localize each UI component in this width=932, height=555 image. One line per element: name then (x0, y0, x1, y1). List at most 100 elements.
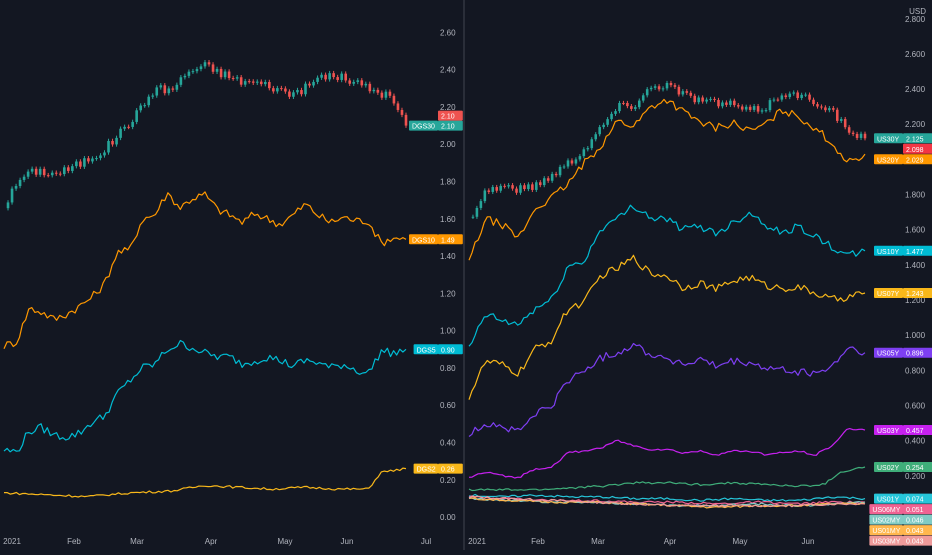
candle[interactable] (820, 104, 823, 110)
candle[interactable] (296, 87, 299, 95)
candle[interactable] (562, 164, 566, 170)
candle[interactable] (364, 81, 368, 88)
series-badge-us02y[interactable]: US02Y 0.254 (874, 461, 932, 472)
candle[interactable] (30, 166, 34, 174)
candle[interactable] (527, 182, 530, 192)
candle[interactable] (163, 83, 167, 96)
candle[interactable] (665, 80, 669, 91)
candle[interactable] (590, 137, 594, 151)
candle[interactable] (503, 183, 506, 189)
candle[interactable] (832, 106, 835, 112)
candle[interactable] (760, 108, 764, 114)
candle[interactable] (717, 97, 720, 109)
series-line-us02y[interactable] (468, 466, 866, 492)
candle[interactable] (586, 146, 590, 152)
candle[interactable] (75, 159, 78, 169)
candle[interactable] (736, 103, 740, 109)
series-line-us10y[interactable] (468, 204, 866, 347)
candle[interactable] (328, 70, 331, 82)
series-badge-dgs2[interactable]: DGS2 0.26 (413, 463, 463, 474)
candle[interactable] (300, 87, 303, 97)
candle[interactable] (519, 183, 522, 195)
candle[interactable] (251, 79, 255, 85)
candle[interactable] (475, 205, 479, 219)
candle[interactable] (22, 174, 26, 183)
candle[interactable] (550, 171, 554, 183)
candle[interactable] (657, 84, 661, 92)
candle[interactable] (26, 169, 30, 179)
candle[interactable] (523, 183, 526, 192)
candle[interactable] (693, 93, 697, 105)
candle[interactable] (356, 78, 360, 85)
candle[interactable] (268, 79, 271, 91)
candle[interactable] (352, 79, 356, 86)
candle[interactable] (558, 164, 562, 178)
candle[interactable] (598, 124, 601, 137)
candle[interactable] (360, 78, 364, 88)
candle[interactable] (843, 116, 847, 130)
candle[interactable] (748, 104, 752, 113)
candle[interactable] (199, 64, 203, 72)
series-line-dgs2[interactable] (4, 467, 407, 498)
candle[interactable] (780, 93, 784, 102)
series-badge-us05y[interactable]: US05Y 0.896 (874, 347, 932, 358)
candle[interactable] (235, 75, 239, 81)
candle[interactable] (729, 98, 732, 108)
candle[interactable] (95, 155, 98, 161)
candle[interactable] (570, 158, 574, 166)
series-badge-us03y[interactable]: US03Y 0.457 (874, 425, 932, 436)
candle[interactable] (630, 104, 633, 112)
candle[interactable] (336, 74, 339, 83)
candle[interactable] (808, 92, 811, 102)
candle[interactable] (796, 90, 799, 101)
chart-pane-left[interactable]: 2.60 2.40 2.20 2.00 1.80 1.60 1.40 1.20 1.00 0.80… (0, 0, 463, 550)
candle[interactable] (697, 95, 700, 105)
candle[interactable] (677, 84, 681, 97)
series-badge-us06my[interactable]: US06MY 0.051 (869, 504, 932, 515)
candle[interactable] (324, 72, 327, 82)
candle[interactable] (618, 100, 621, 114)
candle[interactable] (195, 66, 199, 74)
candle[interactable] (18, 177, 22, 189)
candle[interactable] (681, 89, 685, 97)
candle[interactable] (171, 86, 175, 92)
candle[interactable] (67, 165, 70, 174)
candle[interactable] (183, 73, 187, 80)
series-line-us03my[interactable] (468, 495, 866, 508)
series-badge-us02my[interactable]: US02MY 0.046 (869, 514, 932, 525)
candle[interactable] (653, 84, 657, 90)
candle[interactable] (606, 117, 609, 127)
candle[interactable] (804, 92, 807, 97)
series-line-dgs10[interactable] (3, 191, 407, 349)
series-badge-us10y[interactable]: US10Y 1.477 (874, 245, 932, 256)
candle[interactable] (673, 83, 677, 89)
candle[interactable] (495, 184, 499, 193)
candle[interactable] (62, 165, 66, 177)
candle[interactable] (46, 172, 50, 178)
candle[interactable] (87, 155, 90, 164)
candle[interactable] (10, 186, 14, 205)
candle[interactable] (859, 131, 863, 141)
candle[interactable] (721, 100, 724, 109)
candle[interactable] (816, 102, 819, 109)
candle[interactable] (479, 198, 483, 211)
candle[interactable] (788, 91, 792, 100)
candle[interactable] (368, 81, 372, 94)
candle[interactable] (733, 98, 736, 108)
candle[interactable] (119, 126, 122, 141)
candle[interactable] (304, 81, 307, 97)
candle[interactable] (123, 124, 126, 131)
candle[interactable] (292, 90, 295, 99)
candle[interactable] (641, 93, 645, 103)
candle[interactable] (649, 85, 653, 92)
candle[interactable] (756, 103, 760, 114)
candle[interactable] (491, 184, 495, 195)
candle[interactable] (14, 183, 18, 191)
candle[interactable] (320, 72, 323, 80)
candle[interactable] (578, 154, 582, 162)
candle[interactable] (535, 180, 538, 193)
candle[interactable] (167, 86, 171, 96)
series-badge-us30y[interactable]: US30Y 2.125 (874, 133, 932, 144)
candle[interactable] (288, 89, 291, 99)
candle[interactable] (239, 75, 243, 87)
